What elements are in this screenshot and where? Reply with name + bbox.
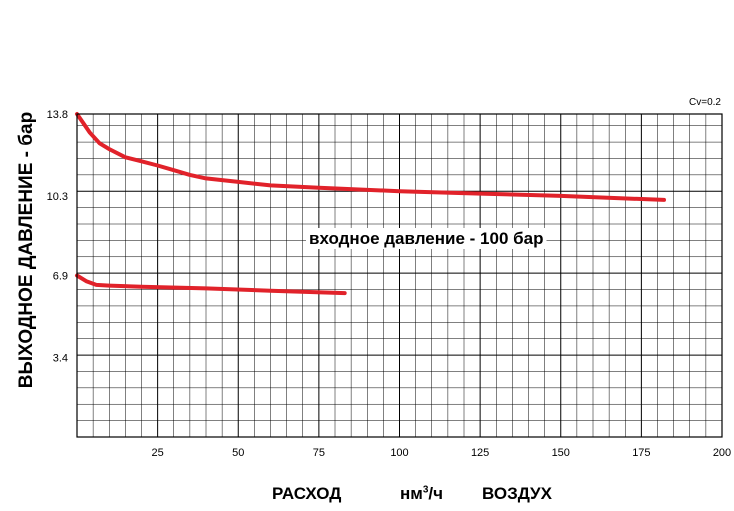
x-tick-label: 175 (632, 447, 650, 459)
x-tick-label: 100 (390, 447, 408, 459)
plot-frame (76, 113, 723, 438)
series-line-1 (75, 112, 666, 202)
curves (75, 112, 666, 296)
x-tick-label: 75 (313, 447, 325, 459)
x-tick-label: 200 (713, 447, 731, 459)
y-tick-label: 6.9 (53, 271, 68, 283)
x-unit-base: нм (400, 484, 423, 503)
annotation-group: входное давление - 100 бар (306, 228, 547, 249)
x-unit-superscript: 3 (422, 484, 429, 496)
x-axis-quantity-label: РАСХОД (272, 484, 342, 503)
x-tick-label: 25 (152, 447, 164, 459)
cv-label: Cv=0.2 (689, 97, 721, 108)
annotation-background (306, 228, 547, 249)
inlet-pressure-annotation: входное давление - 100 бар (309, 229, 543, 248)
x-tick-label: 50 (232, 447, 244, 459)
y-tick-label: 3.4 (53, 352, 68, 364)
minor-grid (77, 114, 722, 437)
y-axis-label: ВЫХОДНОЕ ДАВЛЕНИЕ - бар (16, 111, 37, 389)
x-tick-label: 125 (471, 447, 489, 459)
y-tick-label: 13.8 (47, 109, 68, 121)
series-line-2 (75, 273, 347, 296)
y-tick-label: 10.3 (47, 191, 68, 203)
x-tick-label: 150 (552, 447, 570, 459)
x-unit-tail: /ч (428, 484, 443, 503)
tick-labels: 25 50 75 100 125 150 175 200 3.4 6.9 10.3 13.8 (47, 109, 732, 459)
x-axis-medium-label: ВОЗДУХ (482, 484, 552, 503)
x-axis-unit-label: нм3/ч (400, 484, 443, 504)
